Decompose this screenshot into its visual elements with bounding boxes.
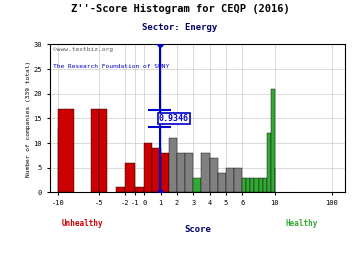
Bar bbox=[153, 148, 161, 193]
Text: ©www.textbiz.org: ©www.textbiz.org bbox=[53, 48, 113, 52]
Bar bbox=[161, 153, 169, 193]
Bar bbox=[262, 178, 267, 193]
Text: Sector: Energy: Sector: Energy bbox=[142, 23, 218, 32]
Bar bbox=[177, 153, 185, 193]
Bar bbox=[125, 163, 135, 193]
Bar bbox=[90, 109, 99, 193]
Bar bbox=[255, 178, 258, 193]
Bar bbox=[169, 138, 177, 193]
Text: Z''-Score Histogram for CEQP (2016): Z''-Score Histogram for CEQP (2016) bbox=[71, 4, 289, 14]
Bar bbox=[116, 187, 125, 193]
Text: Healthy: Healthy bbox=[286, 219, 318, 228]
Bar bbox=[242, 178, 246, 193]
Bar bbox=[226, 168, 234, 193]
Bar bbox=[267, 133, 271, 193]
X-axis label: Score: Score bbox=[184, 225, 211, 234]
Bar bbox=[250, 178, 255, 193]
Bar bbox=[202, 153, 210, 193]
Bar bbox=[218, 173, 226, 193]
Bar bbox=[58, 109, 74, 193]
Text: 0.9346: 0.9346 bbox=[159, 114, 189, 123]
Bar bbox=[210, 158, 218, 193]
Text: Unhealthy: Unhealthy bbox=[62, 219, 103, 228]
Bar bbox=[258, 178, 262, 193]
Bar bbox=[193, 178, 202, 193]
Bar bbox=[246, 178, 250, 193]
Bar bbox=[271, 89, 275, 193]
Bar bbox=[99, 109, 107, 193]
Bar bbox=[185, 153, 193, 193]
Text: The Research Foundation of SUNY: The Research Foundation of SUNY bbox=[53, 64, 169, 69]
Bar bbox=[144, 143, 153, 193]
Bar bbox=[135, 187, 144, 193]
Y-axis label: Number of companies (339 total): Number of companies (339 total) bbox=[26, 60, 31, 177]
Bar bbox=[234, 168, 242, 193]
